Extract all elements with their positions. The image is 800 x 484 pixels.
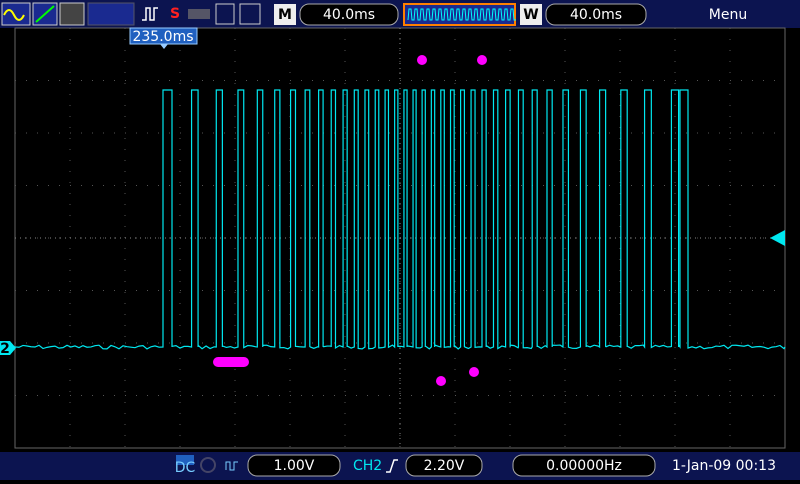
trigger-level-arrow (770, 230, 785, 246)
cursor-bar (213, 357, 249, 367)
bw-icon (200, 457, 216, 473)
icon-usb (188, 9, 210, 19)
run-state[interactable]: S (170, 6, 180, 22)
window-timebase: 40.0ms (570, 7, 622, 23)
window-timebase-box[interactable] (545, 3, 647, 26)
overview-wave (407, 8, 516, 21)
timebase: 40.0ms (323, 7, 375, 23)
waveform (14, 89, 786, 350)
window-box[interactable] (520, 4, 542, 25)
icon-wave[interactable] (1, 2, 31, 26)
cursor-dot (417, 55, 427, 65)
frequency: 0.00000Hz (546, 458, 622, 474)
trigger-level: 2.20V (424, 458, 465, 474)
cursor-dot (436, 376, 446, 386)
datetime: 1-Jan-09 00:13 (672, 458, 776, 474)
trigger-position-arrow (160, 44, 168, 49)
icon-glyph (3, 9, 25, 21)
trigger-channel: CH2 (353, 458, 382, 474)
ch-scale: 1.00V (274, 458, 315, 474)
icon-glyph (35, 5, 55, 23)
grid (14, 27, 786, 449)
invert-icon (225, 461, 238, 471)
frequency-box (512, 454, 656, 477)
scale-box[interactable] (247, 454, 341, 477)
coupling-icon (176, 455, 194, 465)
channel-marker-bg (0, 341, 16, 355)
mode-label: M (278, 7, 292, 23)
icon-trigger (142, 7, 158, 21)
cursor-dot (469, 367, 479, 377)
cursor-dot (477, 55, 487, 65)
icon-print[interactable] (239, 3, 261, 25)
window-label: W (523, 7, 538, 23)
trigger-position: 235.0ms (132, 29, 193, 45)
timebase-box[interactable] (299, 3, 399, 26)
coupling: DC (175, 460, 196, 476)
icon-blank[interactable] (87, 2, 135, 26)
icon-mode[interactable] (59, 2, 85, 26)
icon-save[interactable] (215, 3, 235, 25)
menu-button[interactable]: Menu (709, 7, 747, 23)
trigger-edge (386, 459, 398, 473)
mode-box[interactable] (274, 4, 296, 25)
channel-marker: 2 (0, 341, 10, 357)
bottom-bar (0, 452, 800, 480)
level-box[interactable] (405, 454, 483, 477)
